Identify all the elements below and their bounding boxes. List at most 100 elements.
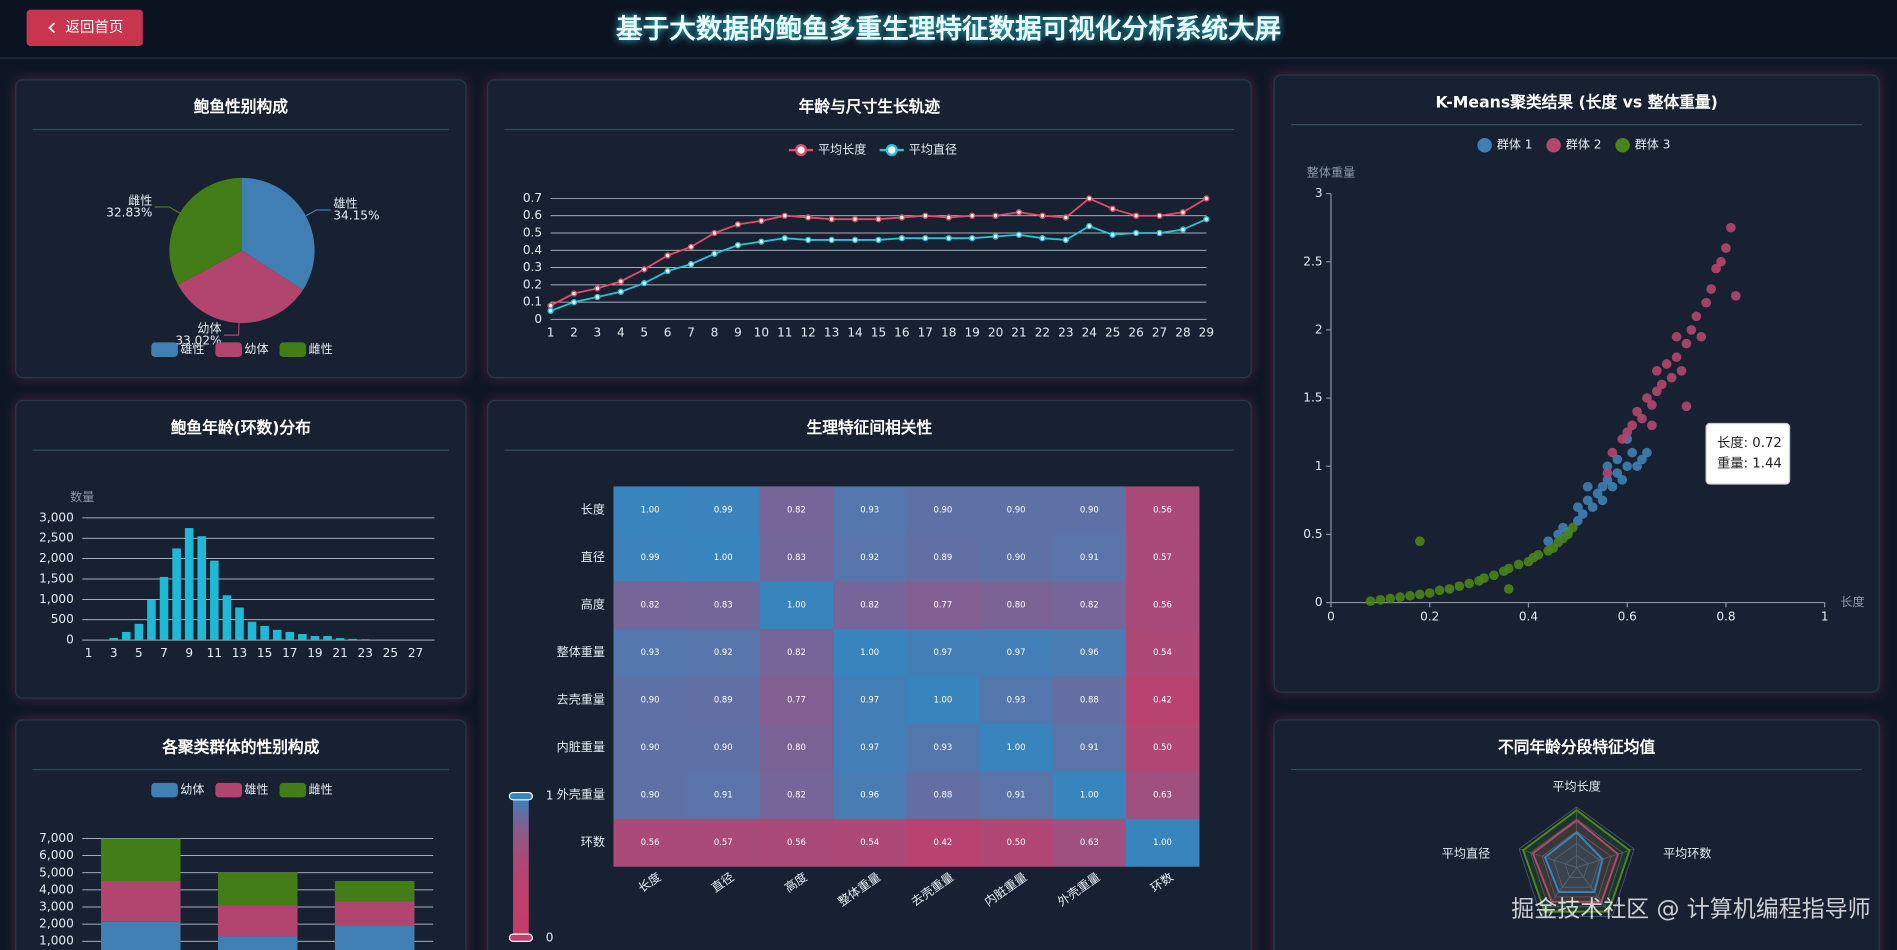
point-marker [570, 299, 578, 306]
scatter-point [1513, 559, 1524, 570]
x-tick-label: 27 [408, 646, 423, 660]
y-tick-label: 0.3 [523, 260, 542, 274]
point-marker [547, 302, 554, 309]
legend-label: 群体 1 [1497, 138, 1533, 152]
bar [134, 623, 144, 641]
scatter-point [1573, 515, 1583, 526]
y-tick-label: 2,500 [39, 531, 74, 545]
point-marker [734, 221, 742, 228]
point-marker [641, 266, 648, 273]
cell-label: 1.00 [1153, 837, 1172, 847]
point-marker [805, 214, 812, 221]
cell-label: 0.92 [714, 647, 733, 657]
x-tick-label: 11 [777, 325, 792, 339]
point-marker [828, 236, 835, 244]
cell-label: 0.91 [1080, 552, 1099, 562]
legend-label: 雄性 [180, 341, 204, 356]
scatter-point [1464, 578, 1475, 589]
heatmap-cell [613, 581, 688, 630]
label-leader [223, 322, 240, 336]
bar [217, 905, 298, 937]
visual-map-bar [513, 796, 529, 938]
heatmap-cell [1125, 533, 1200, 582]
y-category-label: 直径 [581, 550, 605, 564]
y-tick-label: 1.5 [1303, 391, 1322, 405]
x-tick-label: 15 [871, 325, 886, 339]
heatmap-cell [759, 676, 834, 725]
scatter-point [1489, 570, 1499, 581]
y-tick-label: 0.1 [523, 295, 542, 309]
legend-label: 平均直径 [909, 143, 957, 157]
cell-label: 0.82 [787, 790, 806, 800]
cell-label: 0.92 [860, 552, 879, 562]
slice-value-label: 34.15% [333, 209, 379, 223]
cell-label: 0.63 [1080, 837, 1099, 847]
bar [334, 901, 415, 926]
cell-label: 0.83 [714, 600, 733, 610]
x-tick-label: 19 [964, 325, 979, 339]
scatter-point [1415, 589, 1425, 600]
point-marker [1156, 212, 1163, 219]
bar [348, 638, 357, 641]
cell-label: 0.91 [714, 790, 733, 800]
scatter-point [1617, 475, 1628, 485]
scatter-point [1637, 454, 1647, 465]
y-tick-label: 1,000 [39, 934, 74, 948]
cell-label: 0.96 [1080, 647, 1099, 657]
x-tick-label: 5 [135, 646, 143, 660]
heatmap-cell [759, 486, 834, 535]
bar [184, 528, 194, 641]
heatmap-cell [979, 771, 1054, 820]
point-marker [851, 236, 859, 244]
scatter-point [1696, 331, 1707, 342]
point-marker [711, 229, 718, 237]
cell-label: 0.97 [933, 647, 952, 657]
scatter-point [1681, 401, 1692, 412]
scatter-point [1622, 427, 1633, 438]
scatter-point [1503, 584, 1514, 594]
tooltip-text: 重量: 1.44 [1717, 455, 1782, 471]
chart-panel: 生理特征间相关性 1.00 0.99 0.82 0.93 0.90 0.90 0.90 0.56… [487, 399, 1252, 950]
x-tick-label: 0 [1327, 610, 1335, 624]
x-tick-label: 26 [1128, 325, 1143, 339]
x-tick-label: 17 [918, 325, 933, 339]
back-button-label[interactable]: 返回首页 [65, 19, 123, 36]
heatmap-cell [906, 723, 980, 772]
slice-value-label: 33.02% [175, 334, 221, 348]
x-tick-label: 10 [754, 325, 769, 339]
indicator-label: 平均环数 [1663, 845, 1711, 860]
legend-swatch [279, 342, 307, 357]
x-tick-label: 12 [800, 325, 815, 339]
point-marker [758, 217, 765, 225]
point-marker [594, 293, 601, 301]
back-button-bg[interactable] [26, 9, 143, 46]
cell-label: 0.90 [1007, 552, 1026, 562]
cell-label: 0.82 [860, 600, 879, 610]
cell-label: 1.00 [1007, 742, 1026, 752]
bar [217, 872, 298, 906]
radar-ring [1564, 854, 1589, 878]
cell-label: 0.42 [1153, 695, 1172, 705]
cell-label: 0.99 [641, 552, 660, 562]
cell-label: 1.00 [860, 647, 879, 657]
heatmap-cell [613, 771, 688, 820]
scatter-point [1676, 365, 1687, 376]
radar-ring [1518, 806, 1635, 917]
point-marker [547, 307, 554, 314]
point-marker [851, 216, 859, 223]
heatmap-cell [906, 486, 980, 535]
cell-label: 1.00 [787, 600, 806, 610]
heatmap-cell [833, 533, 907, 582]
scatter-point [1444, 584, 1455, 594]
point-marker [1109, 231, 1116, 238]
scatter-point [1365, 596, 1376, 607]
back-button[interactable]: 返回首页 [26, 9, 143, 46]
heatmap-cell [906, 628, 980, 677]
point-marker [992, 233, 999, 240]
scatter-point [1573, 502, 1583, 512]
bar [334, 880, 415, 902]
scatter-point [1577, 509, 1588, 519]
scatter-point [1637, 413, 1647, 424]
